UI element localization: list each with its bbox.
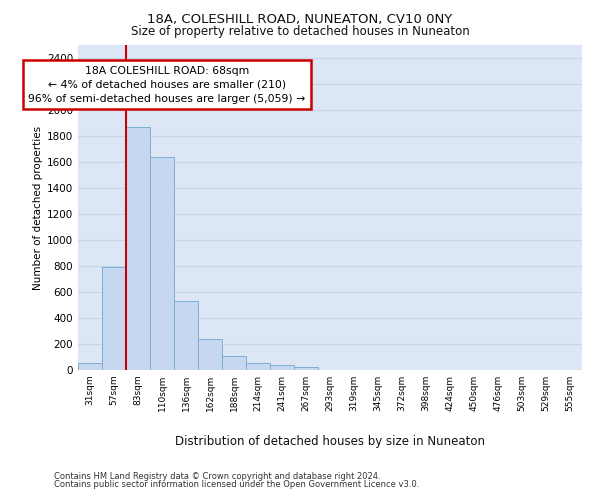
Bar bbox=[150, 157, 174, 370]
Text: Size of property relative to detached houses in Nuneaton: Size of property relative to detached ho… bbox=[131, 25, 469, 38]
Bar bbox=[294, 368, 318, 370]
Text: Contains public sector information licensed under the Open Government Licence v3: Contains public sector information licen… bbox=[54, 480, 419, 489]
Bar bbox=[246, 363, 270, 370]
Text: 18A, COLESHILL ROAD, NUNEATON, CV10 0NY: 18A, COLESHILL ROAD, NUNEATON, CV10 0NY bbox=[148, 12, 452, 26]
Bar bbox=[174, 301, 198, 370]
Text: Distribution of detached houses by size in Nuneaton: Distribution of detached houses by size … bbox=[175, 434, 485, 448]
Text: Contains HM Land Registry data © Crown copyright and database right 2024.: Contains HM Land Registry data © Crown c… bbox=[54, 472, 380, 481]
Text: 18A COLESHILL ROAD: 68sqm
← 4% of detached houses are smaller (210)
96% of semi-: 18A COLESHILL ROAD: 68sqm ← 4% of detach… bbox=[28, 66, 305, 104]
Bar bbox=[126, 127, 150, 370]
Bar bbox=[222, 356, 246, 370]
Bar bbox=[198, 339, 222, 370]
Bar bbox=[102, 268, 126, 370]
Bar bbox=[78, 363, 102, 370]
Bar bbox=[270, 366, 294, 370]
Y-axis label: Number of detached properties: Number of detached properties bbox=[33, 126, 43, 290]
